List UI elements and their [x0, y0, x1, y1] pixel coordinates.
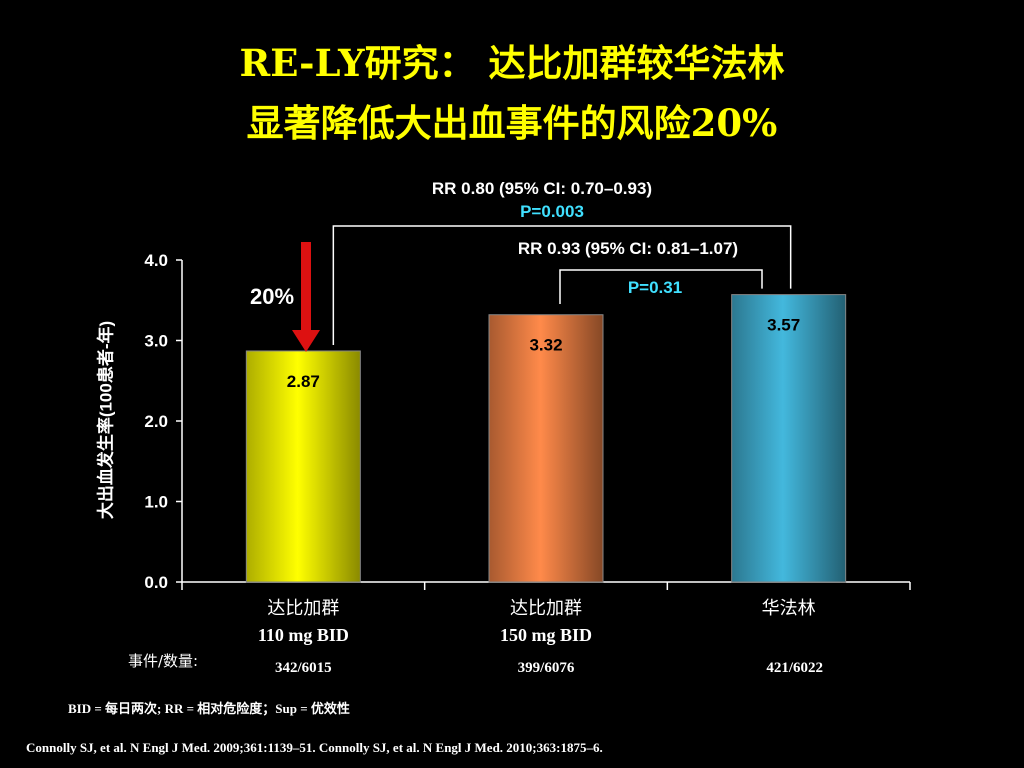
reduction-arrow-head	[292, 330, 320, 352]
bar-value-label: 3.32	[529, 336, 562, 355]
y-tick-label: 3.0	[144, 332, 168, 351]
category-dose-label: 150 mg BID	[500, 625, 592, 645]
citation-footnote: Connolly SJ, et al. N Engl J Med. 2009;3…	[26, 740, 603, 755]
category-label: 华法林	[762, 598, 816, 619]
y-tick-label: 1.0	[144, 493, 168, 512]
rr-label: RR 0.93 (95% CI: 0.81–1.07)	[518, 239, 738, 258]
category-label: 达比加群	[267, 598, 339, 619]
bar	[488, 314, 604, 583]
y-axis-label: 大出血发生率(100患者-年)	[96, 320, 116, 520]
category-label: 达比加群	[510, 598, 582, 619]
events-label: 事件/数量:	[128, 652, 198, 670]
y-tick-label: 4.0	[144, 251, 168, 270]
slide-title-line2: 显著降低大出血事件的风险20%	[246, 101, 778, 145]
p-value-label: P=0.003	[520, 202, 584, 221]
rr-label: RR 0.80 (95% CI: 0.70–0.93)	[432, 179, 652, 198]
reduction-arrow-shaft	[301, 242, 311, 334]
y-tick-label: 2.0	[144, 412, 168, 431]
events-count: 342/6015	[275, 660, 332, 676]
abbreviation-footnote: BID = 每日两次; RR = 相对危险度；Sup = 优效性	[68, 701, 350, 716]
events-count: 421/6022	[766, 660, 823, 676]
bar	[731, 294, 847, 583]
events-count: 399/6076	[518, 660, 575, 676]
bar-value-label: 3.57	[767, 316, 800, 335]
bar-value-label: 2.87	[287, 372, 320, 391]
bar	[245, 350, 361, 583]
reduction-label: 20%	[250, 284, 294, 309]
category-dose-label: 110 mg BID	[258, 625, 349, 645]
p-value-label: P=0.31	[628, 278, 682, 297]
y-tick-label: 0.0	[144, 573, 168, 592]
comparison-bracket	[559, 269, 763, 304]
comparison-bracket	[332, 225, 792, 345]
slide-title-line1: RE-LY研究： 达比加群较华法林	[239, 41, 785, 85]
